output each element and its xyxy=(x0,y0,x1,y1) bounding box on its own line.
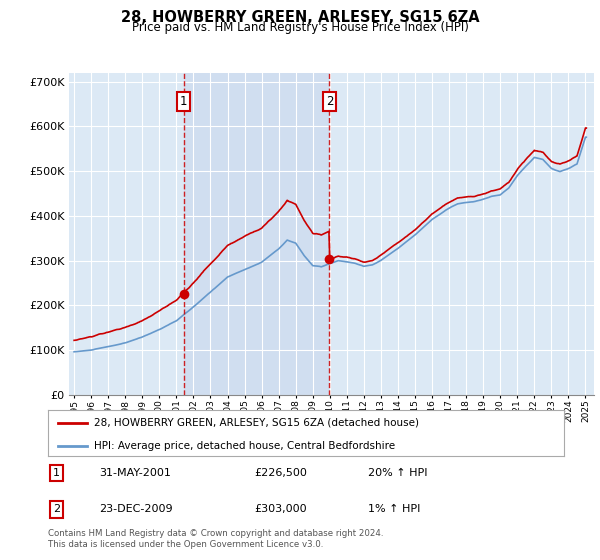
Text: 1: 1 xyxy=(180,95,187,108)
Text: This data is licensed under the Open Government Licence v3.0.: This data is licensed under the Open Gov… xyxy=(48,540,323,549)
Text: £226,500: £226,500 xyxy=(254,468,307,478)
Text: HPI: Average price, detached house, Central Bedfordshire: HPI: Average price, detached house, Cent… xyxy=(94,441,395,451)
Text: £303,000: £303,000 xyxy=(254,505,307,515)
Text: 2: 2 xyxy=(326,95,333,108)
Text: 28, HOWBERRY GREEN, ARLESEY, SG15 6ZA (detached house): 28, HOWBERRY GREEN, ARLESEY, SG15 6ZA (d… xyxy=(94,418,419,428)
Text: 23-DEC-2009: 23-DEC-2009 xyxy=(100,505,173,515)
Text: 1% ↑ HPI: 1% ↑ HPI xyxy=(368,505,420,515)
Text: Contains HM Land Registry data © Crown copyright and database right 2024.: Contains HM Land Registry data © Crown c… xyxy=(48,529,383,538)
Text: 20% ↑ HPI: 20% ↑ HPI xyxy=(368,468,427,478)
Text: 31-MAY-2001: 31-MAY-2001 xyxy=(100,468,172,478)
Text: 2: 2 xyxy=(53,505,60,515)
Text: 1: 1 xyxy=(53,468,60,478)
Text: Price paid vs. HM Land Registry's House Price Index (HPI): Price paid vs. HM Land Registry's House … xyxy=(131,21,469,34)
Text: 28, HOWBERRY GREEN, ARLESEY, SG15 6ZA: 28, HOWBERRY GREEN, ARLESEY, SG15 6ZA xyxy=(121,10,479,25)
Bar xyxy=(184,73,329,395)
